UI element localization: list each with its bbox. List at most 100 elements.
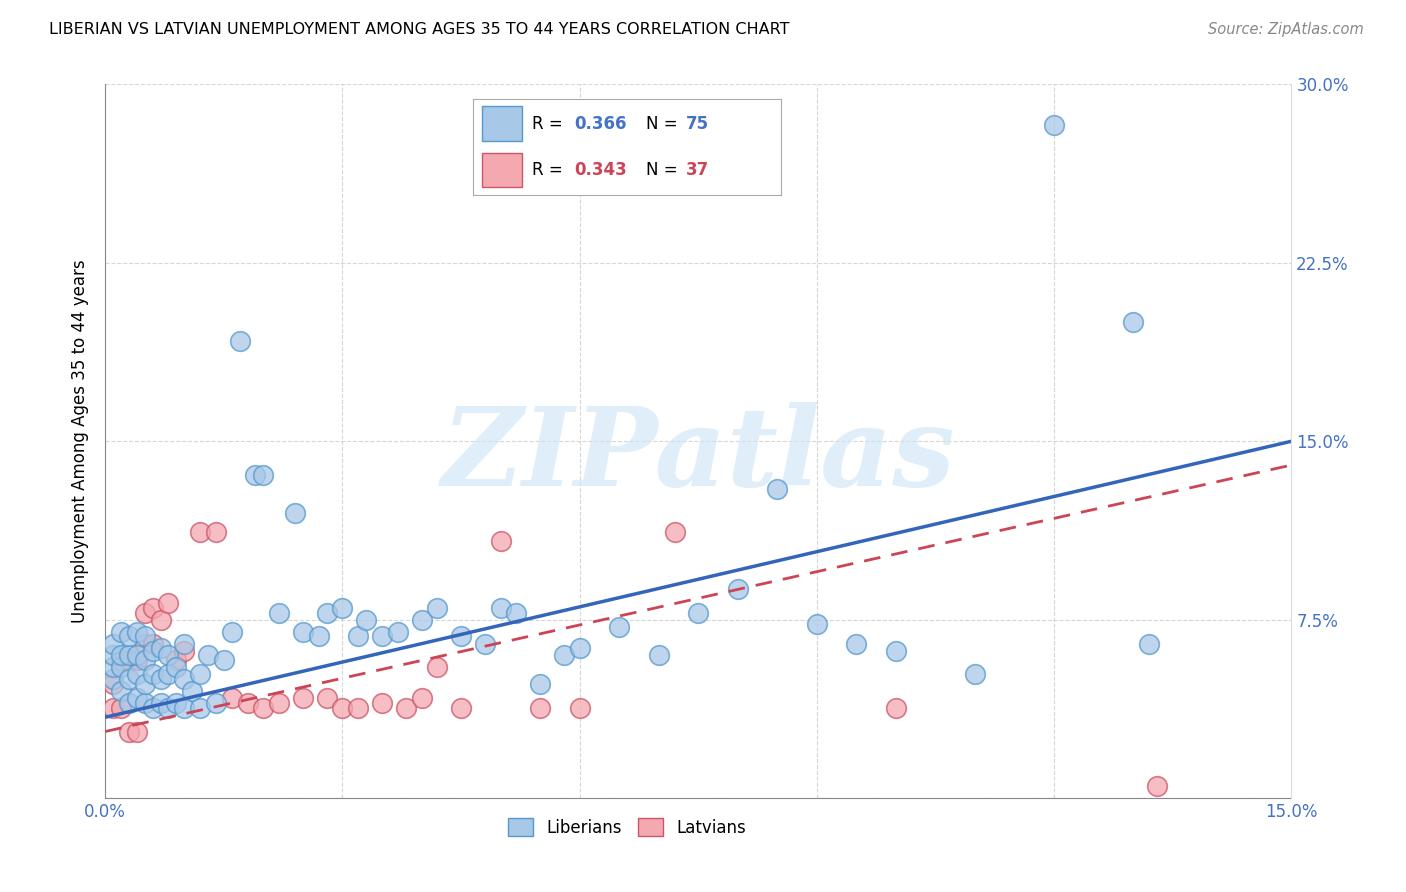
Point <box>157 700 180 714</box>
Point <box>188 700 211 714</box>
Point <box>450 700 472 714</box>
Point <box>142 636 165 650</box>
Point <box>142 700 165 714</box>
Point <box>188 667 211 681</box>
Point <box>347 629 370 643</box>
Point <box>134 677 156 691</box>
Point <box>173 700 195 714</box>
Point <box>110 660 132 674</box>
Point <box>688 606 710 620</box>
Point <box>568 700 591 714</box>
Point <box>806 617 828 632</box>
Point <box>125 691 148 706</box>
Point <box>149 696 172 710</box>
Point <box>125 724 148 739</box>
Point <box>529 700 551 714</box>
Point <box>157 596 180 610</box>
Point <box>110 624 132 639</box>
Point <box>529 677 551 691</box>
Point <box>269 606 291 620</box>
Point <box>142 643 165 657</box>
Point <box>118 648 141 663</box>
Point <box>664 524 686 539</box>
Point <box>125 648 148 663</box>
Point <box>505 606 527 620</box>
Point <box>371 696 394 710</box>
Point <box>426 660 449 674</box>
Point <box>1043 118 1066 132</box>
Point <box>884 643 907 657</box>
Point <box>291 624 314 639</box>
Point <box>101 672 124 686</box>
Point <box>963 667 986 681</box>
Point <box>845 636 868 650</box>
Point <box>332 600 354 615</box>
Point <box>1146 779 1168 793</box>
Point <box>101 660 124 674</box>
Point <box>450 629 472 643</box>
Point <box>101 677 124 691</box>
Point <box>308 629 330 643</box>
Point <box>648 648 671 663</box>
Point <box>884 700 907 714</box>
Point <box>173 672 195 686</box>
Text: Source: ZipAtlas.com: Source: ZipAtlas.com <box>1208 22 1364 37</box>
Point <box>181 684 204 698</box>
Point <box>125 624 148 639</box>
Point <box>252 700 274 714</box>
Point <box>118 696 141 710</box>
Point <box>245 467 267 482</box>
Point <box>387 624 409 639</box>
Point <box>118 629 141 643</box>
Point <box>134 636 156 650</box>
Point <box>411 613 433 627</box>
Point <box>142 600 165 615</box>
Point <box>553 648 575 663</box>
Point <box>142 667 165 681</box>
Point <box>134 696 156 710</box>
Point <box>291 691 314 706</box>
Point <box>118 724 141 739</box>
Point <box>110 700 132 714</box>
Point <box>110 648 132 663</box>
Point <box>125 653 148 667</box>
Point <box>371 629 394 643</box>
Point <box>110 653 132 667</box>
Point <box>568 641 591 656</box>
Point <box>149 641 172 656</box>
Point <box>197 648 219 663</box>
Point <box>165 696 187 710</box>
Text: ZIPatlas: ZIPatlas <box>441 401 955 509</box>
Point <box>221 624 243 639</box>
Point <box>134 606 156 620</box>
Point <box>157 667 180 681</box>
Text: LIBERIAN VS LATVIAN UNEMPLOYMENT AMONG AGES 35 TO 44 YEARS CORRELATION CHART: LIBERIAN VS LATVIAN UNEMPLOYMENT AMONG A… <box>49 22 790 37</box>
Point <box>315 691 337 706</box>
Point <box>426 600 449 615</box>
Point <box>118 672 141 686</box>
Point <box>118 653 141 667</box>
Point <box>101 648 124 663</box>
Point <box>727 582 749 596</box>
Point <box>205 696 228 710</box>
Point <box>252 467 274 482</box>
Point <box>354 613 377 627</box>
Point <box>173 643 195 657</box>
Point <box>284 506 307 520</box>
Point <box>607 620 630 634</box>
Point <box>489 600 512 615</box>
Point <box>173 636 195 650</box>
Point <box>474 636 496 650</box>
Point <box>110 684 132 698</box>
Point <box>205 524 228 539</box>
Y-axis label: Unemployment Among Ages 35 to 44 years: Unemployment Among Ages 35 to 44 years <box>72 260 89 624</box>
Point <box>1137 636 1160 650</box>
Point <box>269 696 291 710</box>
Point <box>212 653 235 667</box>
Point <box>395 700 418 714</box>
Point <box>221 691 243 706</box>
Point <box>489 534 512 549</box>
Point <box>315 606 337 620</box>
Point <box>766 482 789 496</box>
Point <box>134 653 156 667</box>
